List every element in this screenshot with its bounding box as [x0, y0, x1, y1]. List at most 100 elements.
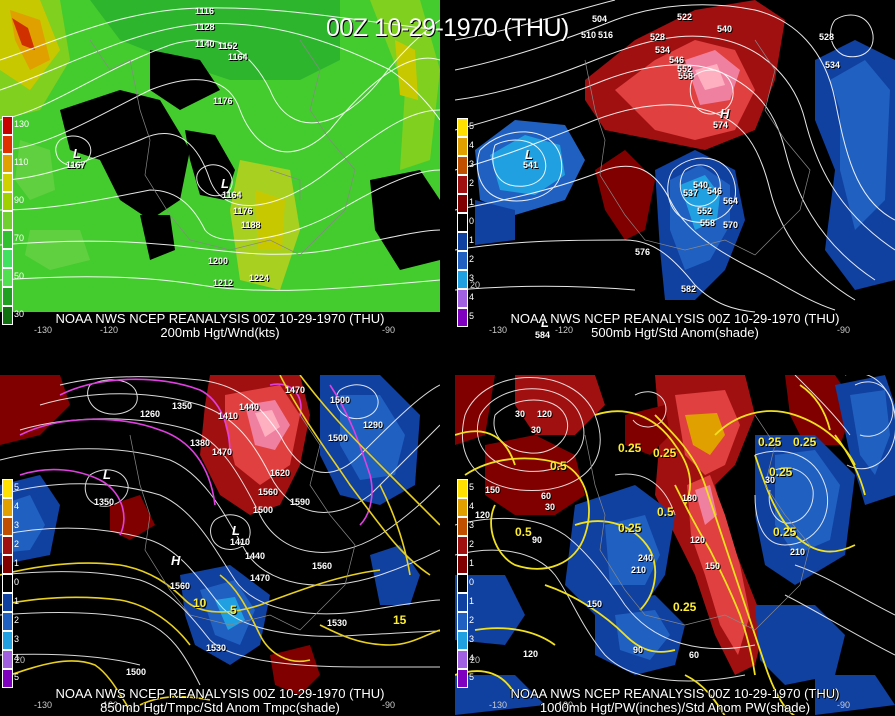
- contour-label: 558: [678, 71, 694, 81]
- contour-label: 0.5: [657, 505, 674, 519]
- contour-label: 504: [592, 14, 608, 24]
- colorbar-swatch: 1: [2, 593, 19, 612]
- colorbar-label: 110: [14, 157, 29, 167]
- contour-label: 1176: [233, 206, 253, 216]
- colorbar-swatch: 50: [2, 268, 24, 287]
- contour-label: 1560: [170, 581, 191, 591]
- contour-label: 1200: [208, 256, 229, 266]
- contour-label: 0.25: [653, 446, 677, 460]
- contour-label: 528: [650, 32, 666, 42]
- colorbar-label: 2: [469, 178, 475, 188]
- contour-label: 5: [230, 603, 237, 617]
- colorbar-label: 1: [469, 197, 475, 207]
- colorbar-swatch: [2, 135, 13, 154]
- contour-label: 1500: [253, 505, 274, 515]
- contour-label: 540: [717, 24, 733, 34]
- contour-label: 528: [819, 32, 835, 42]
- graticule-label: -120: [555, 325, 574, 335]
- colorbar-label: 4: [469, 292, 475, 302]
- colorbar-label: 1: [14, 558, 20, 568]
- contour-label: 1350: [172, 401, 193, 411]
- graticule-label: -90: [382, 700, 396, 710]
- contour-label: 546: [669, 55, 685, 65]
- colorbar-swatch: 0: [457, 213, 474, 232]
- contour-label: 1500: [328, 433, 349, 443]
- colorbar-label: 50: [14, 271, 25, 281]
- contour-label: 1560: [258, 487, 279, 497]
- contour-label: 541: [523, 160, 539, 170]
- contour-label: 1164: [222, 190, 242, 200]
- colorbar-swatch: 1: [457, 194, 474, 213]
- graticule-label: -130: [34, 325, 53, 335]
- colorbar-swatch: 130: [2, 116, 29, 135]
- contour-label: 120: [537, 409, 553, 419]
- graticule-label: -130: [34, 700, 53, 710]
- contour-label: 1290: [363, 420, 384, 430]
- colorbar-swatch: 5: [457, 669, 474, 688]
- caption-line1: NOAA NWS NCEP REANALYSIS 00Z 10-29-1970 …: [55, 686, 385, 701]
- graticule-label: -90: [837, 325, 851, 335]
- colorbar-swatch: 90: [2, 192, 24, 211]
- page-title: 00Z 10-29-1970 (THU): [326, 14, 569, 42]
- contour-label: 558: [700, 218, 716, 228]
- panel-200mb: 130 110 90 70 50 30 1116 1128 1140 1152 1164 1176 1…: [0, 0, 440, 340]
- colorbar-label: 3: [469, 520, 475, 530]
- colorbar-label: 3: [469, 159, 475, 169]
- colorbar-label: 5: [469, 672, 475, 682]
- colorbar-label: 1: [14, 596, 20, 606]
- colorbar-swatch: 0: [457, 574, 474, 593]
- contour-label: 0.25: [673, 600, 697, 614]
- contour-label: 537: [683, 188, 699, 198]
- colorbar-label: 4: [14, 653, 20, 663]
- caption-line2: 1000mb Hgt/PW(inches)/Std Anom PW(shade): [539, 700, 811, 715]
- colorbar-label: 5: [14, 482, 20, 492]
- colorbar-swatch: 0: [2, 574, 19, 593]
- contour-label: 90: [633, 645, 644, 655]
- colorbar-label: 70: [14, 233, 25, 243]
- colorbar-swatch: 5: [2, 479, 19, 498]
- colorbar-swatch: 2: [2, 612, 19, 631]
- contour-label: 570: [723, 220, 739, 230]
- contour-label: 1116: [195, 6, 215, 16]
- colorbar-swatch: 2: [457, 536, 474, 555]
- contour-label: 1224: [249, 273, 270, 283]
- contour-label: 150: [587, 599, 603, 609]
- colorbar-swatch: 1: [457, 555, 474, 574]
- caption-line2: 200mb Hgt/Wnd(kts): [160, 325, 280, 340]
- contour-label: 1212: [213, 278, 234, 288]
- colorbar-label: 3: [14, 634, 20, 644]
- colorbar-swatch: [2, 249, 13, 268]
- caption-line1: NOAA NWS NCEP REANALYSIS 00Z 10-29-1970 …: [510, 686, 840, 701]
- colorbar-label: 2: [14, 539, 20, 549]
- contour-label: 1152: [218, 41, 238, 51]
- colorbar-label: 90: [14, 195, 25, 205]
- colorbar-label: 4: [14, 501, 20, 511]
- contour-label: 30: [531, 425, 542, 435]
- graticule-label: -90: [382, 325, 396, 335]
- contour-label: 1440: [245, 551, 266, 561]
- contour-label: 120: [690, 535, 706, 545]
- contour-label: 1470: [250, 573, 271, 583]
- colorbar-swatch: 3: [457, 517, 474, 536]
- contour-label: L: [221, 176, 229, 191]
- colorbar-label: 3: [469, 273, 475, 283]
- colorbar-swatch: 4: [2, 650, 19, 669]
- contour-label: 1410: [230, 537, 251, 547]
- contour-label: 60: [689, 650, 700, 660]
- contour-label: 150: [485, 485, 501, 495]
- contour-label: 1530: [206, 643, 227, 653]
- contour-label: 1440: [239, 402, 260, 412]
- map-500mb: [455, 0, 895, 340]
- contour-label: 0.5: [550, 459, 567, 473]
- contour-label: 0.5: [515, 525, 532, 539]
- contour-label: 240: [638, 553, 654, 563]
- contour-label: 10: [193, 596, 207, 610]
- colorbar-swatch: 5: [457, 308, 474, 327]
- contour-label: 1530: [327, 618, 348, 628]
- colorbar-swatch: 3: [457, 156, 474, 175]
- colorbar-swatch: 5: [2, 669, 19, 688]
- contour-label: 180: [682, 493, 698, 503]
- contour-label: 0.25: [618, 441, 642, 455]
- graticule-label: 20: [470, 655, 481, 665]
